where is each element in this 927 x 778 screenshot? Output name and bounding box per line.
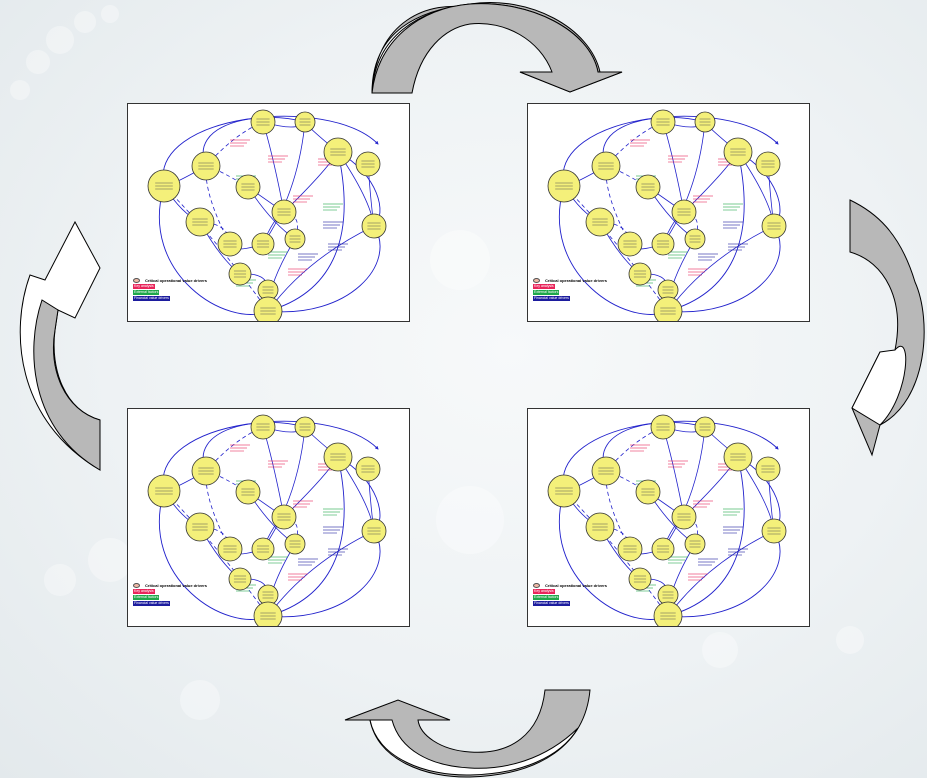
diagram-graph (147, 414, 387, 626)
bottom-curved-arrow (344, 689, 591, 778)
diagram-edge (667, 225, 775, 312)
value-driver-node (653, 296, 683, 321)
legend-critical-label: Critical operational value drivers (145, 583, 208, 588)
diagram-edge (662, 426, 706, 550)
critical-driver-swatch (533, 583, 540, 588)
legend-item-label: External factors (133, 290, 160, 295)
diagram-edge-loop-1 (158, 185, 269, 315)
diagram-edge (563, 490, 669, 617)
value-driver-node (253, 601, 283, 626)
legend-item-label: External factors (133, 595, 160, 600)
legend-item-label: Key analysis (133, 284, 155, 289)
diagram-edge-loop-5 (267, 456, 345, 617)
diagram-legend: Critical operational value drivers Key an… (133, 583, 207, 607)
right-curved-arrow (849, 199, 925, 457)
diagram-edge-loop-2 (667, 530, 781, 618)
diagram-edge (667, 530, 775, 617)
diagram-edge-loop-5 (267, 151, 345, 312)
top-curved-arrow (371, 2, 623, 94)
legend-item-label: Key analysis (533, 589, 555, 594)
critical-driver-swatch (133, 278, 140, 283)
diagram-graph (547, 414, 787, 626)
value-driver-diagram-bottom-right: Critical operational value drivers Key an… (527, 408, 810, 627)
diagram-edge-loop-2 (267, 530, 381, 618)
legend-item-label: Key analysis (533, 284, 555, 289)
diagram-edge (262, 426, 306, 550)
diagram-edge (662, 121, 706, 245)
legend-critical-label: Critical operational value drivers (545, 583, 608, 588)
legend-item-label: External factors (533, 290, 560, 295)
diagram-edge-loop-5 (667, 456, 745, 617)
diagram-edge-loop-2 (667, 225, 781, 313)
value-driver-diagram-top-right: Critical operational value drivers Key an… (527, 103, 810, 322)
legend-critical-label: Critical operational value drivers (545, 278, 608, 283)
value-driver-diagram-top-left: Critical operational value drivers Key an… (127, 103, 410, 322)
diagram-edge-loop-5 (667, 151, 745, 312)
diagram-edge (563, 185, 669, 312)
diagram-graph (147, 109, 387, 321)
diagram-edge-loop-1 (558, 490, 669, 620)
legend-item-label: Financial value drivers (133, 296, 170, 301)
legend-item-label: Financial value drivers (533, 601, 570, 606)
diagram-edge (163, 490, 269, 617)
legend-item-label: Key analysis (133, 589, 155, 594)
diagram-legend: Critical operational value drivers Key an… (533, 278, 607, 302)
value-driver-node (253, 296, 283, 321)
diagram-edge (262, 121, 306, 245)
diagram-edge (267, 225, 375, 312)
diagram-edge (163, 185, 269, 312)
value-driver-diagram-bottom-left: Critical operational value drivers Key an… (127, 408, 410, 627)
diagram-edge-loop-1 (558, 185, 669, 315)
legend-item-label: Financial value drivers (133, 601, 170, 606)
left-curved-arrow (19, 220, 101, 471)
value-driver-node (653, 601, 683, 626)
legend-critical-label: Critical operational value drivers (145, 278, 208, 283)
legend-item-label: Financial value drivers (533, 296, 570, 301)
diagram-legend: Critical operational value drivers Key an… (133, 278, 207, 302)
legend-item-label: External factors (533, 595, 560, 600)
critical-driver-swatch (133, 583, 140, 588)
diagram-graph (547, 109, 787, 321)
diagram-edge-loop-2 (267, 225, 381, 313)
diagram-edge-loop-1 (158, 490, 269, 620)
diagram-edge (267, 530, 375, 617)
critical-driver-swatch (533, 278, 540, 283)
diagram-legend: Critical operational value drivers Key an… (533, 583, 607, 607)
